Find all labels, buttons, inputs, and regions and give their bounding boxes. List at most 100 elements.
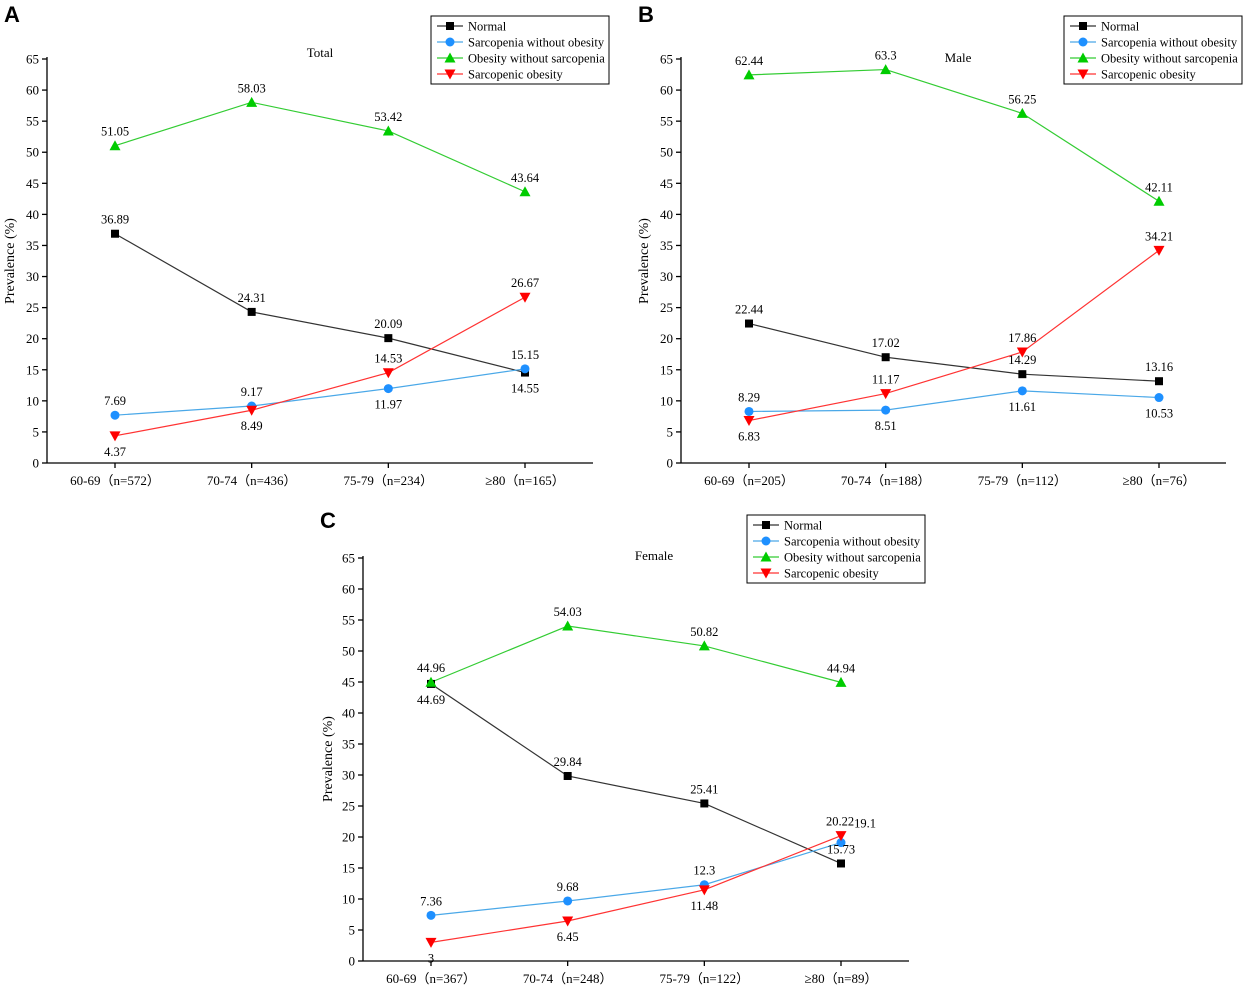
data-point (247, 307, 256, 316)
y-tick-label: 65 (26, 52, 39, 67)
legend-entry: Sarcopenia without obesity (784, 535, 921, 549)
y-tick-label: 20 (342, 830, 355, 845)
x-tick-label: 70-74（n=436） (207, 473, 297, 488)
data-point (698, 640, 710, 651)
x-tick-label: 60-69（n=572） (70, 473, 160, 488)
data-point (698, 885, 710, 896)
data-point (426, 910, 436, 920)
data-point (382, 368, 394, 379)
legend-marker (760, 568, 772, 579)
series-line-sarcopenic-obesity (430, 835, 842, 943)
data-label: 12.3 (693, 864, 715, 878)
x-tick-label: 60-69（n=367） (386, 971, 476, 986)
data-label: 11.61 (1008, 400, 1036, 414)
data-label: 42.11 (1145, 180, 1173, 194)
legend-marker (762, 521, 770, 529)
data-label: 58.03 (238, 81, 266, 95)
data-label: 51.05 (101, 125, 129, 139)
x-tick-label: 75-79（n=234） (343, 473, 433, 488)
y-tick-label: 35 (660, 238, 673, 253)
data-point (1017, 386, 1027, 396)
data-point (880, 389, 892, 400)
legend-box (1063, 15, 1243, 85)
x-tick-label: 70-74（n=248） (523, 971, 613, 986)
data-point (837, 859, 845, 868)
data-label: 22.44 (735, 303, 764, 317)
data-label: 8.49 (241, 419, 263, 433)
data-point (520, 364, 530, 374)
data-label: 44.96 (417, 661, 445, 675)
data-point (836, 838, 846, 848)
data-label: 3 (428, 951, 434, 965)
data-label: 6.45 (557, 930, 579, 944)
data-label: 14.29 (1008, 353, 1036, 367)
data-point (743, 69, 755, 80)
legend-marker (1078, 37, 1088, 47)
data-point (110, 410, 120, 420)
y-tick-label: 10 (660, 393, 673, 408)
y-tick-label: 45 (660, 176, 673, 191)
data-point (700, 799, 709, 808)
y-axis-title: Prevalence (%) (637, 218, 652, 304)
data-point (382, 125, 394, 136)
data-label: 63.3 (875, 49, 897, 63)
chart-title: Total (307, 45, 334, 60)
legend-marker (1077, 69, 1089, 80)
y-tick-label: 40 (342, 706, 355, 721)
y-tick-label: 20 (26, 331, 39, 346)
data-point (745, 319, 753, 328)
series-line-obesity-without-sarcopenia (114, 101, 526, 193)
series-line-obesity-without-sarcopenia (430, 625, 842, 683)
data-label: 19.1 (854, 817, 876, 831)
data-label: 10.53 (1145, 407, 1173, 421)
data-label: 20.09 (374, 317, 402, 331)
y-axis-title: Prevalence (%) (3, 218, 18, 304)
data-label: 54.03 (554, 605, 582, 619)
y-tick-label: 5 (33, 424, 40, 439)
legend-entry: Sarcopenia without obesity (468, 36, 605, 50)
panel-letter: A (4, 2, 20, 27)
data-point (1154, 393, 1164, 403)
y-tick-label: 10 (26, 393, 39, 408)
data-label: 11.17 (872, 373, 900, 387)
y-tick-label: 15 (660, 362, 673, 377)
data-point (562, 916, 574, 927)
data-label: 29.84 (554, 755, 583, 769)
legend-marker (445, 37, 455, 47)
chart-title: Female (635, 548, 673, 563)
y-tick-label: 20 (660, 331, 673, 346)
data-label: 13.16 (1145, 360, 1173, 374)
y-tick-label: 50 (660, 145, 673, 160)
legend-box (746, 514, 926, 584)
data-point (1016, 107, 1028, 118)
y-tick-label: 5 (667, 424, 674, 439)
series-line-sarcopenic-obesity (748, 249, 1160, 422)
panel-b-male-chart: B 0 5 10 15 20 25 30 35 40 45 50 55 60 65 60-69（n=205） 7… (637, 2, 1243, 488)
data-label: 11.97 (374, 398, 402, 412)
data-point (880, 64, 892, 75)
data-label: 14.53 (374, 352, 402, 366)
series-line-sarcopenia-without-obesity (114, 368, 526, 416)
data-label: 43.64 (511, 171, 540, 185)
y-tick-label: 0 (33, 456, 40, 471)
legend-marker (1079, 22, 1087, 30)
y-tick-label: 65 (660, 52, 673, 67)
y-tick-label: 40 (660, 207, 673, 222)
data-label: 4.37 (104, 445, 126, 459)
data-label: 6.83 (738, 430, 760, 444)
data-point (563, 771, 572, 780)
data-point (519, 292, 531, 303)
data-point (1018, 370, 1027, 379)
data-label: 44.94 (827, 661, 856, 675)
data-point (562, 620, 574, 631)
y-tick-label: 25 (660, 300, 673, 315)
panel-letter: C (320, 508, 336, 533)
y-tick-label: 55 (342, 613, 355, 628)
x-tick-label: 75-79（n=112） (978, 473, 1067, 488)
legend-marker (446, 22, 454, 30)
data-point (383, 384, 393, 394)
data-label: 9.68 (557, 880, 579, 894)
series-line-sarcopenia-without-obesity (748, 390, 1160, 413)
legend-marker (761, 536, 771, 546)
